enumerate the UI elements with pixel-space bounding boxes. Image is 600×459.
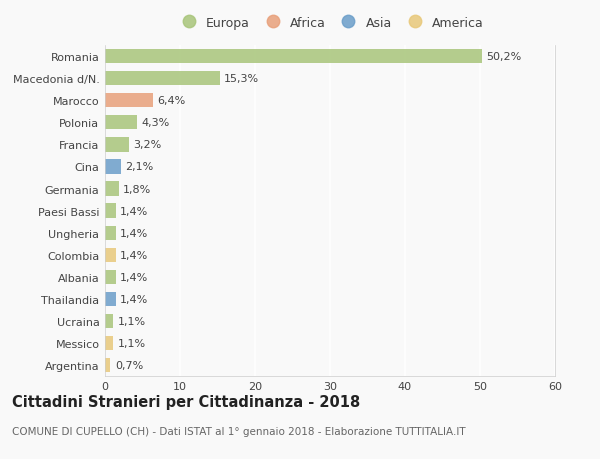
- Text: 2,1%: 2,1%: [125, 162, 154, 172]
- Text: 15,3%: 15,3%: [224, 74, 259, 84]
- Text: 1,4%: 1,4%: [120, 272, 148, 282]
- Bar: [105, 94, 153, 108]
- Text: COMUNE DI CUPELLO (CH) - Dati ISTAT al 1° gennaio 2018 - Elaborazione TUTTITALIA: COMUNE DI CUPELLO (CH) - Dati ISTAT al 1…: [12, 426, 466, 436]
- Text: 6,4%: 6,4%: [157, 96, 186, 106]
- Legend: Europa, Africa, Asia, America: Europa, Africa, Asia, America: [173, 14, 487, 32]
- Text: Cittadini Stranieri per Cittadinanza - 2018: Cittadini Stranieri per Cittadinanza - 2…: [12, 394, 360, 409]
- Text: 0,7%: 0,7%: [115, 360, 143, 370]
- Text: 1,4%: 1,4%: [120, 206, 148, 216]
- Bar: [105, 358, 110, 373]
- Bar: [105, 116, 137, 130]
- Text: 3,2%: 3,2%: [133, 140, 162, 150]
- Bar: [105, 226, 115, 241]
- Text: 1,4%: 1,4%: [120, 228, 148, 238]
- Text: 1,1%: 1,1%: [118, 316, 146, 326]
- Bar: [105, 160, 121, 174]
- Text: 1,4%: 1,4%: [120, 294, 148, 304]
- Bar: [105, 270, 115, 285]
- Text: 4,3%: 4,3%: [142, 118, 170, 128]
- Bar: [105, 72, 220, 86]
- Text: 50,2%: 50,2%: [486, 52, 521, 62]
- Text: 1,8%: 1,8%: [123, 184, 151, 194]
- Bar: [105, 182, 119, 196]
- Bar: [105, 314, 113, 329]
- Text: 1,1%: 1,1%: [118, 338, 146, 348]
- Bar: [105, 336, 113, 351]
- Bar: [105, 248, 115, 263]
- Bar: [105, 204, 115, 218]
- Bar: [105, 50, 482, 64]
- Bar: [105, 292, 115, 307]
- Text: 1,4%: 1,4%: [120, 250, 148, 260]
- Bar: [105, 138, 129, 152]
